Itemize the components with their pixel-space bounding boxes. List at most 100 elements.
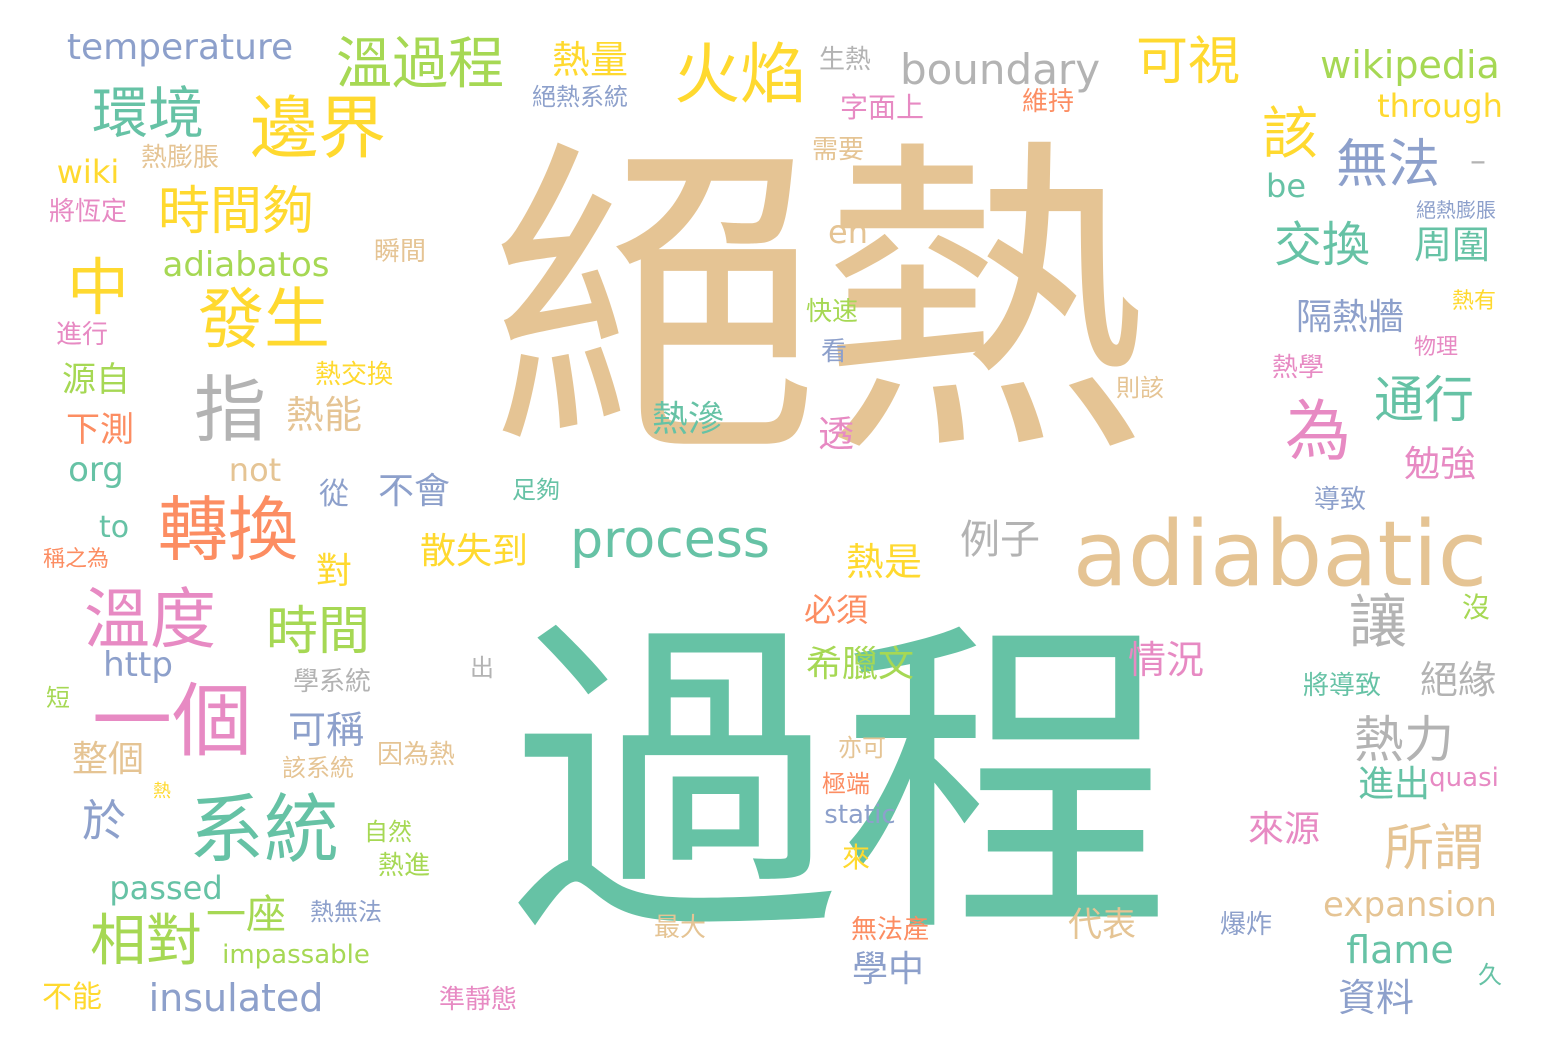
word-rewufa: 熱無法 (310, 898, 382, 926)
word-dui: 對 (315, 551, 353, 592)
word-en: en (828, 213, 868, 251)
word-buneng: 不能 (42, 980, 102, 1015)
word-daozhi: 導致 (1313, 485, 1367, 515)
word-jiduan: 極端 (822, 770, 870, 798)
word-lai: 來 (841, 841, 871, 874)
word-duan: 短 (46, 684, 70, 712)
word-qingkuang: 情況 (1127, 638, 1205, 682)
word-kan: 看 (820, 337, 848, 367)
word-bianjie: 邊界 (249, 90, 387, 169)
word-juerexitong: 絕熱系統 (532, 83, 628, 111)
word-juere: 絕熱 (490, 113, 1150, 497)
word-yizuo: 一座 (206, 892, 286, 938)
word-reshi: 熱是 (845, 540, 923, 584)
word-zhong: 中 (66, 251, 130, 324)
word-wendu: 溫度 (84, 581, 216, 658)
word-jinxing: 進行 (55, 320, 109, 350)
word-be: be (1266, 167, 1306, 205)
word-wikipedia: wikipedia (1320, 43, 1500, 87)
word-tou: 透 (817, 414, 855, 455)
word-ziliao: 資料 (1337, 976, 1415, 1020)
word-adiabatos: adiabatos (162, 245, 330, 285)
word-zegai: 則該 (1116, 374, 1164, 402)
word-reneng: 熱能 (285, 393, 363, 437)
word-re: 熱 (153, 781, 171, 802)
word-jinchu: 進出 (1357, 764, 1431, 805)
word-gaixitong: 該系統 (282, 754, 354, 782)
word-zimianshang: 字面上 (839, 91, 925, 124)
word-tongxing: 通行 (1374, 371, 1474, 429)
word-zuida: 最大 (653, 913, 707, 943)
word-xuexitong: 學系統 (292, 667, 372, 697)
word-buhui: 不會 (377, 471, 451, 512)
word-sanshidao: 散失到 (419, 531, 529, 572)
word-xuyao: 需要 (811, 135, 865, 165)
word-rejiaohuan: 熱交換 (314, 360, 394, 390)
word-kuaisu: 快速 (805, 297, 859, 327)
word-yige: 一個 (92, 675, 252, 768)
word-not: not (228, 451, 282, 489)
word-http: http (103, 645, 173, 685)
word-rexue: 熱學 (1271, 353, 1325, 383)
word-xiangdui: 相對 (90, 909, 202, 974)
word-wufa: 無法 (1335, 135, 1441, 195)
word-static: static (824, 800, 896, 830)
word-gai: 該 (1262, 102, 1318, 167)
word-impassable: impassable (222, 940, 370, 970)
word-adiabatic: adiabatic (1072, 502, 1488, 607)
word-zhuanhuan: 轉換 (158, 489, 298, 571)
word-xiace: 下測 (66, 410, 134, 450)
word-rang: 讓 (1348, 588, 1408, 656)
word-quasi: quasi (1429, 763, 1499, 793)
word-lizi: 例子 (960, 517, 1040, 563)
word-shunjian: 瞬間 (373, 237, 427, 267)
word-huanjing: 環境 (92, 82, 204, 147)
word-zhi: 指 (193, 368, 267, 452)
word-chengzhiwei: 稱之為 (42, 547, 110, 572)
word-process: process (570, 510, 770, 570)
word-daibiao: 代表 (1068, 905, 1136, 945)
word-yike: 亦可 (838, 734, 886, 762)
word-zhengge: 整個 (71, 739, 145, 780)
word-laiyuan: 來源 (1247, 809, 1321, 850)
word-wiki: wiki (56, 153, 120, 191)
word-shijiangou: 時間夠 (157, 182, 315, 242)
word-relli: 熱力 (1354, 711, 1454, 769)
word-baozha: 爆炸 (1219, 910, 1273, 940)
word-weichi: 維持 (1021, 87, 1075, 117)
word-temperature: temperature (66, 27, 294, 68)
word-geereqiang: 隔熱牆 (1295, 297, 1405, 338)
word-reyou: 熱有 (1451, 289, 1497, 314)
word-yu: 於 (82, 796, 126, 847)
word-shijian: 時間 (265, 602, 371, 662)
word-rejin: 熱進 (377, 851, 431, 881)
word-yuanzi: 源自 (62, 360, 130, 400)
word-bixu: 必須 (803, 591, 869, 629)
word-org: org (68, 450, 124, 490)
word-jiaohuan: 交換 (1273, 217, 1371, 273)
word-jueerepengzhang: 絕熱膨脹 (1416, 198, 1496, 222)
word-guocheng: 過程 (510, 593, 1170, 977)
word-xitong: 系統 (188, 785, 340, 874)
word-kelshi: 可視 (1135, 32, 1241, 92)
word-jiu: 久 (1478, 961, 1502, 989)
word-zugou: 足夠 (512, 476, 560, 504)
word-wuli: 物理 (1413, 335, 1459, 360)
word-wufachan: 無法產 (850, 915, 930, 945)
word-boundary: boundary (899, 45, 1101, 94)
word-suowei: 所謂 (1384, 819, 1484, 877)
word-shengre: 生熱 (818, 45, 872, 75)
word-yinweire: 因為熱 (376, 740, 456, 770)
word-huoyan: 火焰 (674, 36, 806, 113)
word-cong: 從 (319, 477, 349, 512)
word-jianghengding: 將恆定 (48, 197, 128, 227)
word-zhunjingtai: 準靜態 (438, 985, 518, 1015)
word-to: to (98, 510, 130, 545)
word-expansion: expansion (1323, 885, 1497, 925)
word-mianqiang: 勉強 (1403, 444, 1477, 485)
word-through: through (1377, 87, 1503, 125)
word-insulated: insulated (148, 976, 324, 1020)
word-fasheng: 發生 (198, 281, 330, 358)
word-passed: passed (109, 869, 223, 907)
